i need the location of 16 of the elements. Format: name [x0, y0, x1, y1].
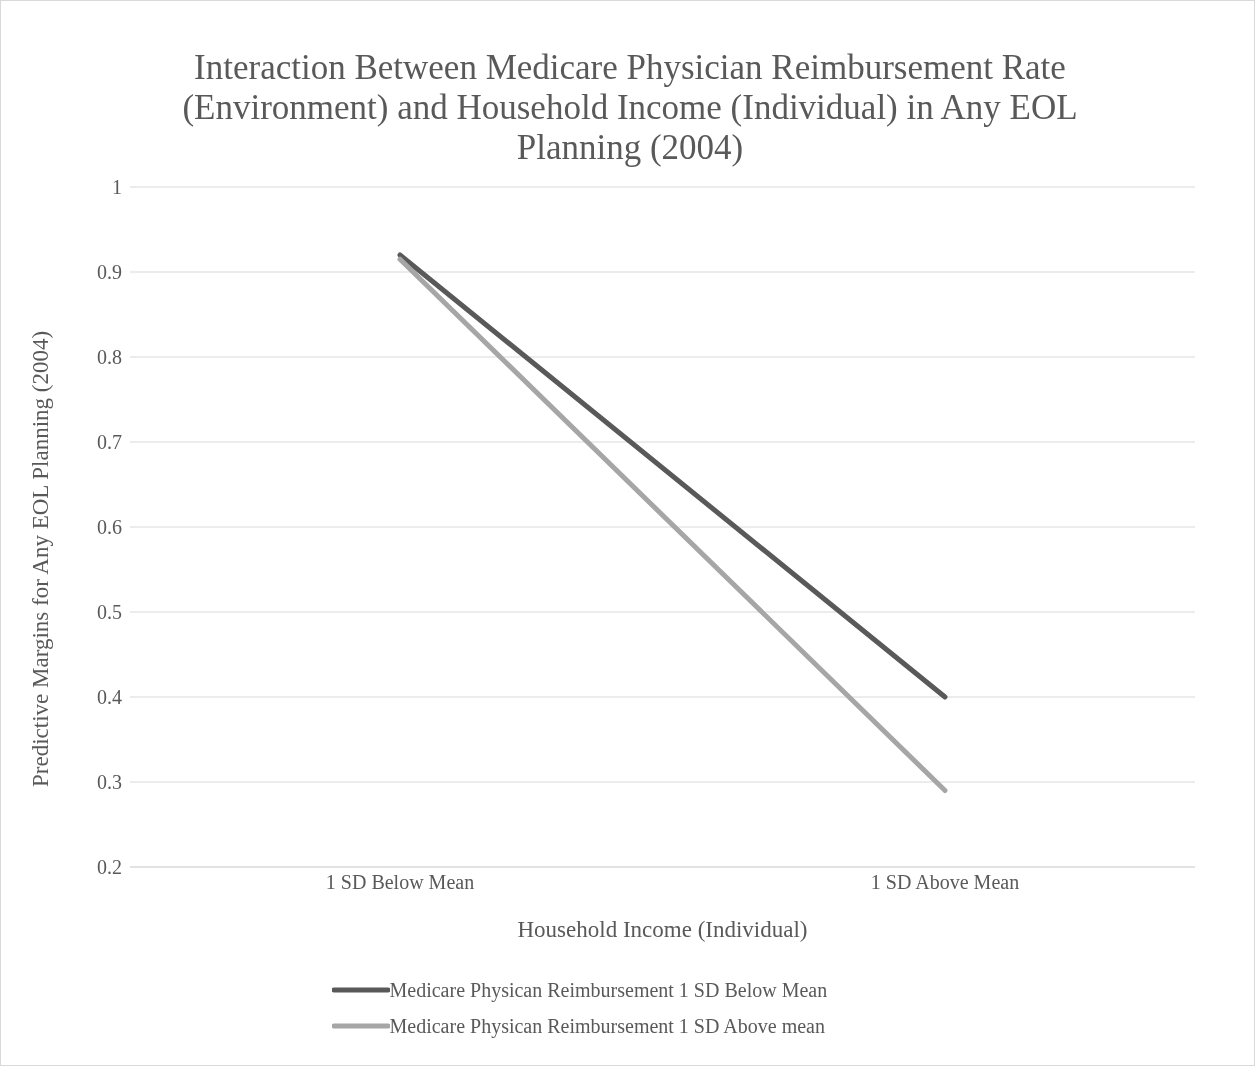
y-tick-label: 0.3: [97, 771, 122, 794]
chart-title: Interaction Between Medicare Physician Reimbursement Rate (Environment) and Household Income (Individual) in Any EOL Planning (2004): [181, 48, 1079, 168]
x-tick-label: 1 SD Above Mean: [870, 871, 1020, 894]
x-tick-label: 1 SD Below Mean: [325, 871, 475, 894]
y-tick-label: 0.7: [97, 431, 122, 454]
y-tick-label: 0.4: [97, 686, 122, 709]
y-tick-label: 1: [112, 176, 122, 199]
y-tick-label: 0.8: [97, 346, 122, 369]
y-tick-label: 0.2: [97, 856, 122, 879]
y-tick-label: 0.5: [97, 601, 122, 624]
legend-label: Medicare Physican Reimbursement 1 SD Above mean: [389, 1014, 825, 1040]
y-tick-label: 0.6: [97, 516, 122, 539]
x-axis-title: Household Income (Individual): [517, 917, 808, 942]
y-tick-label: 0.9: [97, 261, 122, 284]
legend-label: Medicare Physican Reimbursement 1 SD Below Mean: [389, 978, 828, 1004]
y-axis-title: Predictive Margins for Any EOL Planning (2004): [28, 330, 54, 787]
